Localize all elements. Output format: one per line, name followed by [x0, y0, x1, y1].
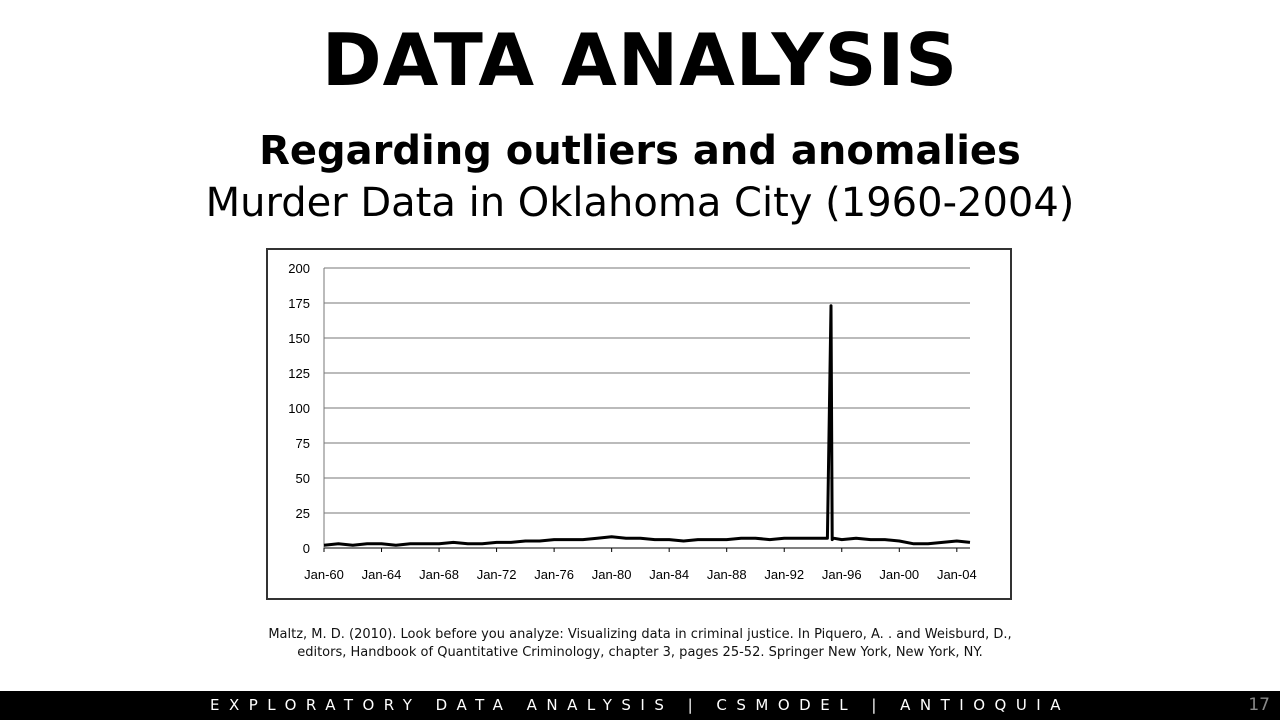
x-tick-label: Jan-60: [304, 567, 344, 582]
chart-frame: 0 25 50 75 100 125 150 175 200 Jan-60 Jan-64 Jan-68…: [266, 248, 1012, 600]
y-tick-label: 100: [288, 401, 310, 416]
y-tick-label: 150: [288, 331, 310, 346]
footer-text: EXPLORATORY DATA ANALYSIS | CSMODEL | AN…: [209, 696, 1070, 714]
x-tick-label: Jan-96: [822, 567, 862, 582]
x-tick-label: Jan-80: [592, 567, 632, 582]
x-tick-label: Jan-68: [419, 567, 459, 582]
y-tick-label: 0: [303, 541, 310, 556]
y-tick-label: 25: [296, 506, 310, 521]
citation: Maltz, M. D. (2010). Look before you ana…: [0, 626, 1280, 662]
y-tick-label: 200: [288, 261, 310, 276]
chart-heading: Murder Data in Oklahoma City (1960-2004): [205, 180, 1075, 226]
y-tick-label: 175: [288, 296, 310, 311]
x-tick-label: Jan-64: [362, 567, 402, 582]
x-tick-label: Jan-76: [534, 567, 574, 582]
series-line: [323, 304, 971, 547]
x-tick-label: Jan-92: [764, 567, 804, 582]
footer-bar: EXPLORATORY DATA ANALYSIS | CSMODEL | AN…: [0, 691, 1280, 720]
y-tick-label: 50: [296, 471, 310, 486]
x-tick-label: Jan-00: [879, 567, 919, 582]
x-tick-label: Jan-72: [477, 567, 517, 582]
murder-chart: 0 25 50 75 100 125 150 175 200 Jan-60 Jan-64 Jan-68…: [288, 261, 977, 582]
citation-line-1: Maltz, M. D. (2010). Look before you ana…: [268, 627, 1012, 642]
x-tick-label: Jan-84: [649, 567, 689, 582]
y-tick-label: 75: [296, 436, 310, 451]
page-number: 17: [1248, 695, 1270, 715]
x-tick-label: Jan-04: [937, 567, 977, 582]
x-tick-label: Jan-88: [707, 567, 747, 582]
slide-title: DATA ANALYSIS: [321, 18, 959, 102]
y-tick-label: 125: [288, 366, 310, 381]
slide-subtitle: Regarding outliers and anomalies: [259, 128, 1021, 174]
citation-line-2: editors, Handbook of Quantitative Crimin…: [297, 645, 983, 660]
